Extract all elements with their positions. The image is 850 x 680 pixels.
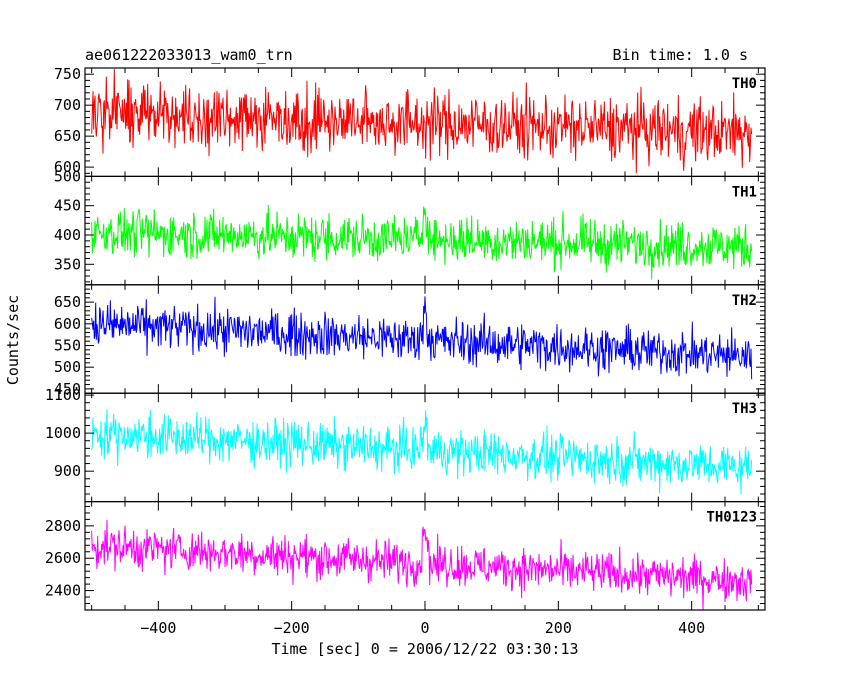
chart-title: ae061222033013_wam0_trn <box>85 46 293 64</box>
series-line-th0 <box>91 69 753 174</box>
y-tick-label: 1000 <box>45 424 81 442</box>
series-line-th0123 <box>91 519 753 611</box>
panel-frame <box>84 175 766 286</box>
panel-label-th3: TH3 <box>732 401 757 417</box>
bin-time-label: Bin time: 1.0 s <box>613 46 748 64</box>
y-tick-label: 700 <box>54 96 81 114</box>
panel-label-th1: TH1 <box>732 184 757 200</box>
y-tick-label: 550 <box>54 337 81 355</box>
y-tick-label: 650 <box>54 293 81 311</box>
panel-th1: 350 400 450 500 TH1 <box>54 167 766 286</box>
panel-label-th2: TH2 <box>732 293 757 309</box>
y-tick-label: 2400 <box>45 582 81 600</box>
series-line-th1 <box>91 204 753 280</box>
y-tick-label: 650 <box>54 127 81 145</box>
panel-th0123: 2400 2600 2800 TH0123 <box>45 501 766 611</box>
panel-th2: 450 500 550 600 650 TH2 <box>54 284 766 398</box>
y-tick-label: 2800 <box>45 517 81 535</box>
x-tick-label: −400 <box>140 619 176 637</box>
panel-label-th0: TH0 <box>732 76 757 92</box>
x-axis-label: Time [sec] 0 = 2006/12/22 03:30:13 <box>271 640 578 658</box>
panel-th0: 600 650 700 750 TH0 <box>54 65 766 178</box>
y-tick-label: 350 <box>54 255 81 273</box>
x-tick-label: −200 <box>274 619 310 637</box>
y-tick-label: 600 <box>54 158 81 176</box>
y-tick-label: 500 <box>54 358 81 376</box>
x-tick-label: 200 <box>545 619 572 637</box>
y-tick-label: 1100 <box>45 386 81 404</box>
y-tick-label: 2600 <box>45 549 81 567</box>
y-tick-label: 500 <box>54 167 81 185</box>
series-line-th3 <box>91 409 753 495</box>
series-line-th2 <box>91 296 753 380</box>
panel-label-th0123: TH0123 <box>706 510 757 526</box>
y-tick-label: 750 <box>54 65 81 83</box>
y-tick-label: 450 <box>54 197 81 215</box>
y-tick-label: 400 <box>54 226 81 244</box>
x-tick-label: 400 <box>678 619 705 637</box>
x-tick-label: 0 <box>420 619 429 637</box>
y-axis-label: Counts/sec <box>4 295 22 385</box>
y-tick-label: 900 <box>54 462 81 480</box>
panel-th3: 900 1000 1100 TH3 <box>45 386 766 503</box>
y-tick-label: 600 <box>54 315 81 333</box>
y-tick-label: 450 <box>54 380 81 398</box>
panels-group: 600 650 700 750 TH0 350 400 450 500 TH1 450 500 550 6… <box>45 65 766 637</box>
panel-frame <box>84 501 766 611</box>
